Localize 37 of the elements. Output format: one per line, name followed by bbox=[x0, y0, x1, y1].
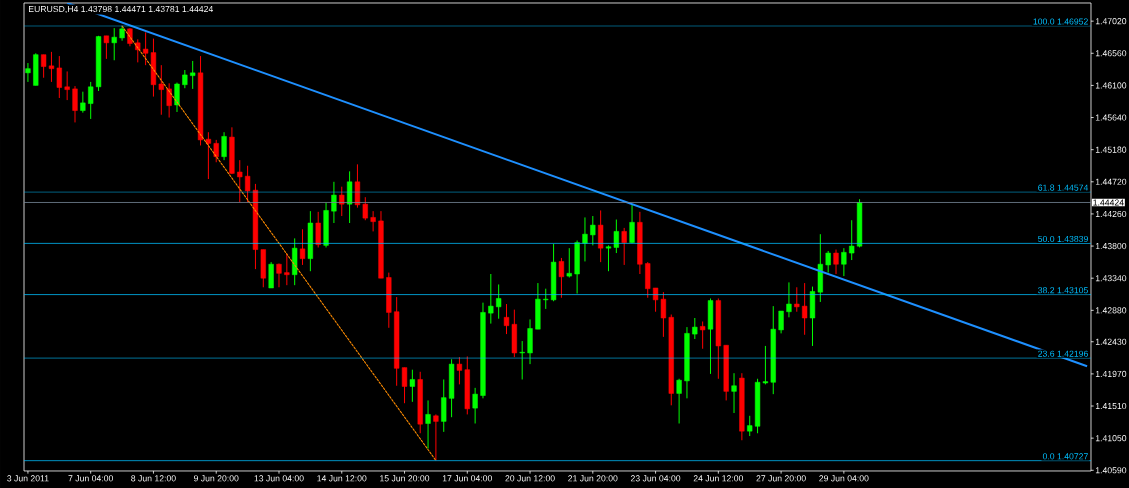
x-tick-label: 13 Jun 04:00 bbox=[254, 475, 304, 482]
y-tick-label: 1.43800 bbox=[1095, 243, 1127, 250]
ref-line-label: 0.0 1.40727 bbox=[1042, 453, 1088, 460]
y-tick-label: 1.44260 bbox=[1095, 210, 1127, 217]
y-tick-label: 1.46100 bbox=[1095, 82, 1127, 89]
y-tick-label: 1.45180 bbox=[1095, 146, 1127, 153]
x-tick-label: 8 Jun 12:00 bbox=[131, 475, 176, 482]
ref-line-label: 61.8 1.44574 bbox=[1038, 184, 1089, 191]
y-tick-label: 1.43340 bbox=[1095, 275, 1127, 282]
y-tick-label: 1.42430 bbox=[1095, 338, 1127, 345]
y-tick-label: 1.41970 bbox=[1095, 370, 1127, 377]
y-tick-label: 1.41510 bbox=[1095, 402, 1127, 410]
x-tick-label: 3 Jun 2011 bbox=[7, 475, 49, 482]
ref-line-label: 1.44424 bbox=[1093, 199, 1124, 206]
x-tick-label: 27 Jun 20:00 bbox=[756, 475, 806, 482]
x-tick-label: 7 Jun 04:00 bbox=[68, 475, 113, 482]
ref-line-label: 100.0 1.46952 bbox=[1033, 18, 1088, 25]
x-tick-label: 9 Jun 20:00 bbox=[193, 475, 239, 482]
x-tick-label: 29 Jun 04:00 bbox=[819, 475, 869, 482]
x-tick-label: 17 Jun 04:00 bbox=[442, 475, 492, 482]
ref-line-label: 50.0 1.43839 bbox=[1038, 235, 1088, 243]
x-tick-label: 14 Jun 12:00 bbox=[317, 475, 367, 482]
x-tick-label: 21 Jun 20:00 bbox=[568, 475, 618, 482]
ref-line-label: 38.2 1.43105 bbox=[1038, 287, 1088, 294]
y-tick-label: 1.47020 bbox=[1095, 18, 1127, 25]
y-tick-label: 1.45640 bbox=[1095, 114, 1127, 121]
x-tick-label: 23 Jun 04:00 bbox=[630, 475, 681, 482]
x-tick-label: 24 Jun 12:00 bbox=[693, 475, 744, 482]
y-tick-label: 1.46560 bbox=[1095, 50, 1127, 57]
chart-title: EURUSD,H4 1.43798 1.44471 1.43781 1.44424 bbox=[28, 5, 213, 14]
x-tick-label: 15 Jun 20:00 bbox=[380, 475, 430, 482]
y-tick-label: 1.40590 bbox=[1095, 467, 1127, 474]
ref-line-label: 23.6 1.42196 bbox=[1038, 350, 1088, 357]
x-tick-label: 20 Jun 12:00 bbox=[505, 475, 555, 482]
y-tick-label: 1.44720 bbox=[1095, 178, 1127, 185]
y-tick-label: 1.41050 bbox=[1095, 435, 1127, 442]
y-tick-label: 1.42880 bbox=[1095, 307, 1127, 314]
